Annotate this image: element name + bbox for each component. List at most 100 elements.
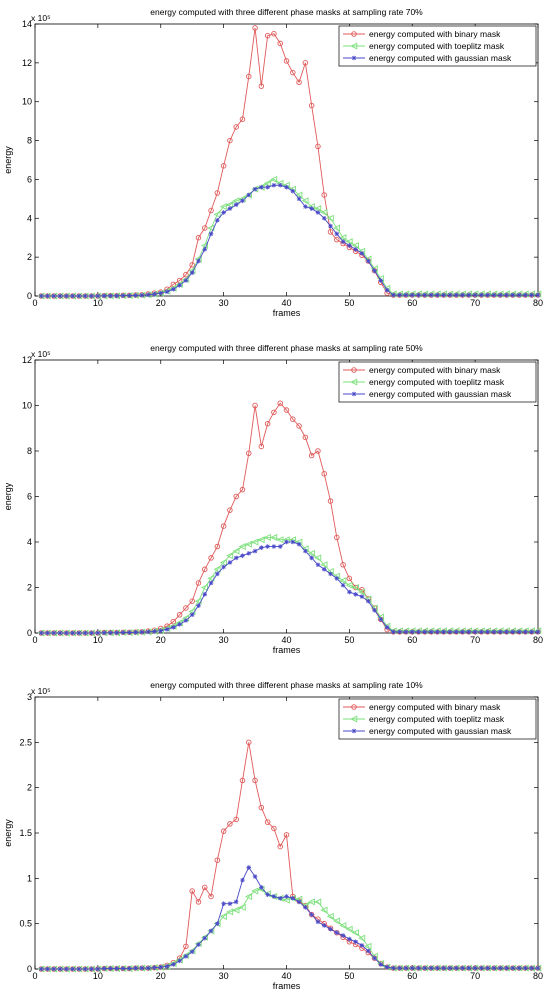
legend-label: energy computed with toeplitz mask xyxy=(369,714,505,724)
x-axis-label: frames xyxy=(273,981,301,991)
data-point xyxy=(460,965,465,971)
data-point xyxy=(45,630,50,636)
data-point xyxy=(244,540,253,548)
data-point xyxy=(83,630,88,636)
data-point xyxy=(290,539,296,545)
x-tick-label: 80 xyxy=(533,298,543,308)
data-point xyxy=(290,69,296,76)
data-point xyxy=(391,629,396,635)
data-point xyxy=(303,204,308,209)
data-point xyxy=(264,32,271,39)
data-point xyxy=(64,293,69,299)
data-point xyxy=(516,292,522,298)
data-point xyxy=(233,555,239,561)
x-tick-label: 40 xyxy=(281,298,291,308)
data-point xyxy=(152,629,157,634)
data-point xyxy=(351,929,359,937)
data-point xyxy=(529,965,535,971)
x-tick-label: 40 xyxy=(281,635,291,645)
legend-label: energy computed with gaussian mask xyxy=(369,389,512,399)
data-point xyxy=(353,247,358,252)
data-point xyxy=(208,207,214,214)
data-point xyxy=(219,912,227,920)
data-point xyxy=(139,629,145,635)
data-point xyxy=(89,293,94,299)
data-point xyxy=(271,544,277,549)
data-point xyxy=(277,400,283,406)
data-point xyxy=(232,547,240,555)
y-tick-label: 0.5 xyxy=(19,919,32,929)
data-point xyxy=(308,102,315,109)
chart-panel-1: energy computed with three different pha… xyxy=(3,7,543,318)
legend-label: energy computed with binary mask xyxy=(369,29,501,39)
data-point xyxy=(45,293,50,299)
data-point xyxy=(227,137,233,144)
data-point xyxy=(220,163,227,169)
data-point xyxy=(214,543,221,550)
y-tick-label: 14 xyxy=(22,19,32,29)
data-point xyxy=(208,580,214,586)
legend-marker xyxy=(351,31,357,37)
y-axis-label: energy xyxy=(3,146,13,174)
data-point xyxy=(347,589,352,595)
data-point xyxy=(314,554,322,562)
legend-label: energy computed with gaussian mask xyxy=(369,53,512,63)
data-point xyxy=(479,629,484,635)
data-point xyxy=(51,293,57,299)
series-line xyxy=(41,537,538,634)
data-point xyxy=(252,402,258,409)
data-point xyxy=(296,79,302,86)
data-point xyxy=(95,630,101,636)
data-point xyxy=(347,243,352,248)
data-point xyxy=(208,231,214,237)
data-point xyxy=(76,630,82,636)
data-point xyxy=(358,934,366,942)
data-point xyxy=(447,292,453,298)
data-point xyxy=(259,545,264,550)
legend-label: energy computed with toeplitz mask xyxy=(369,41,505,51)
data-point xyxy=(227,821,233,827)
data-point xyxy=(220,523,227,529)
data-point xyxy=(397,629,402,635)
data-point xyxy=(145,965,151,971)
data-point xyxy=(523,629,528,635)
data-point xyxy=(303,548,308,554)
data-point xyxy=(251,887,259,895)
data-point xyxy=(233,493,239,500)
chart-title: energy computed with three different pha… xyxy=(150,7,423,17)
series-2 xyxy=(37,175,542,300)
data-point xyxy=(345,925,353,933)
data-point xyxy=(259,885,264,890)
series-3 xyxy=(38,865,541,972)
data-point xyxy=(200,241,209,250)
data-point xyxy=(339,921,347,930)
data-point xyxy=(83,293,88,299)
x-tick-label: 10 xyxy=(93,298,103,308)
data-point xyxy=(409,292,415,298)
data-point xyxy=(453,629,459,635)
legend-box xyxy=(338,698,537,740)
legend: energy computed with binary mask energy c… xyxy=(338,25,537,67)
data-point xyxy=(152,965,157,970)
data-point xyxy=(139,292,145,298)
data-point xyxy=(365,258,371,264)
y-tick-label: 10 xyxy=(22,401,32,411)
series-line xyxy=(41,541,538,634)
data-point xyxy=(120,966,126,971)
x-tick-label: 30 xyxy=(219,971,229,981)
data-point xyxy=(453,965,459,971)
data-point xyxy=(221,564,226,570)
data-point xyxy=(384,287,390,293)
data-point xyxy=(114,966,120,971)
data-point xyxy=(258,83,265,89)
data-point xyxy=(302,60,309,66)
data-point xyxy=(202,225,208,231)
data-point xyxy=(271,409,277,416)
data-point xyxy=(38,966,44,972)
legend-marker xyxy=(350,715,358,723)
y-tick-label: 2.5 xyxy=(19,737,32,747)
data-point xyxy=(347,936,352,942)
data-point xyxy=(340,933,346,938)
data-point xyxy=(238,543,246,551)
data-point xyxy=(314,898,322,906)
